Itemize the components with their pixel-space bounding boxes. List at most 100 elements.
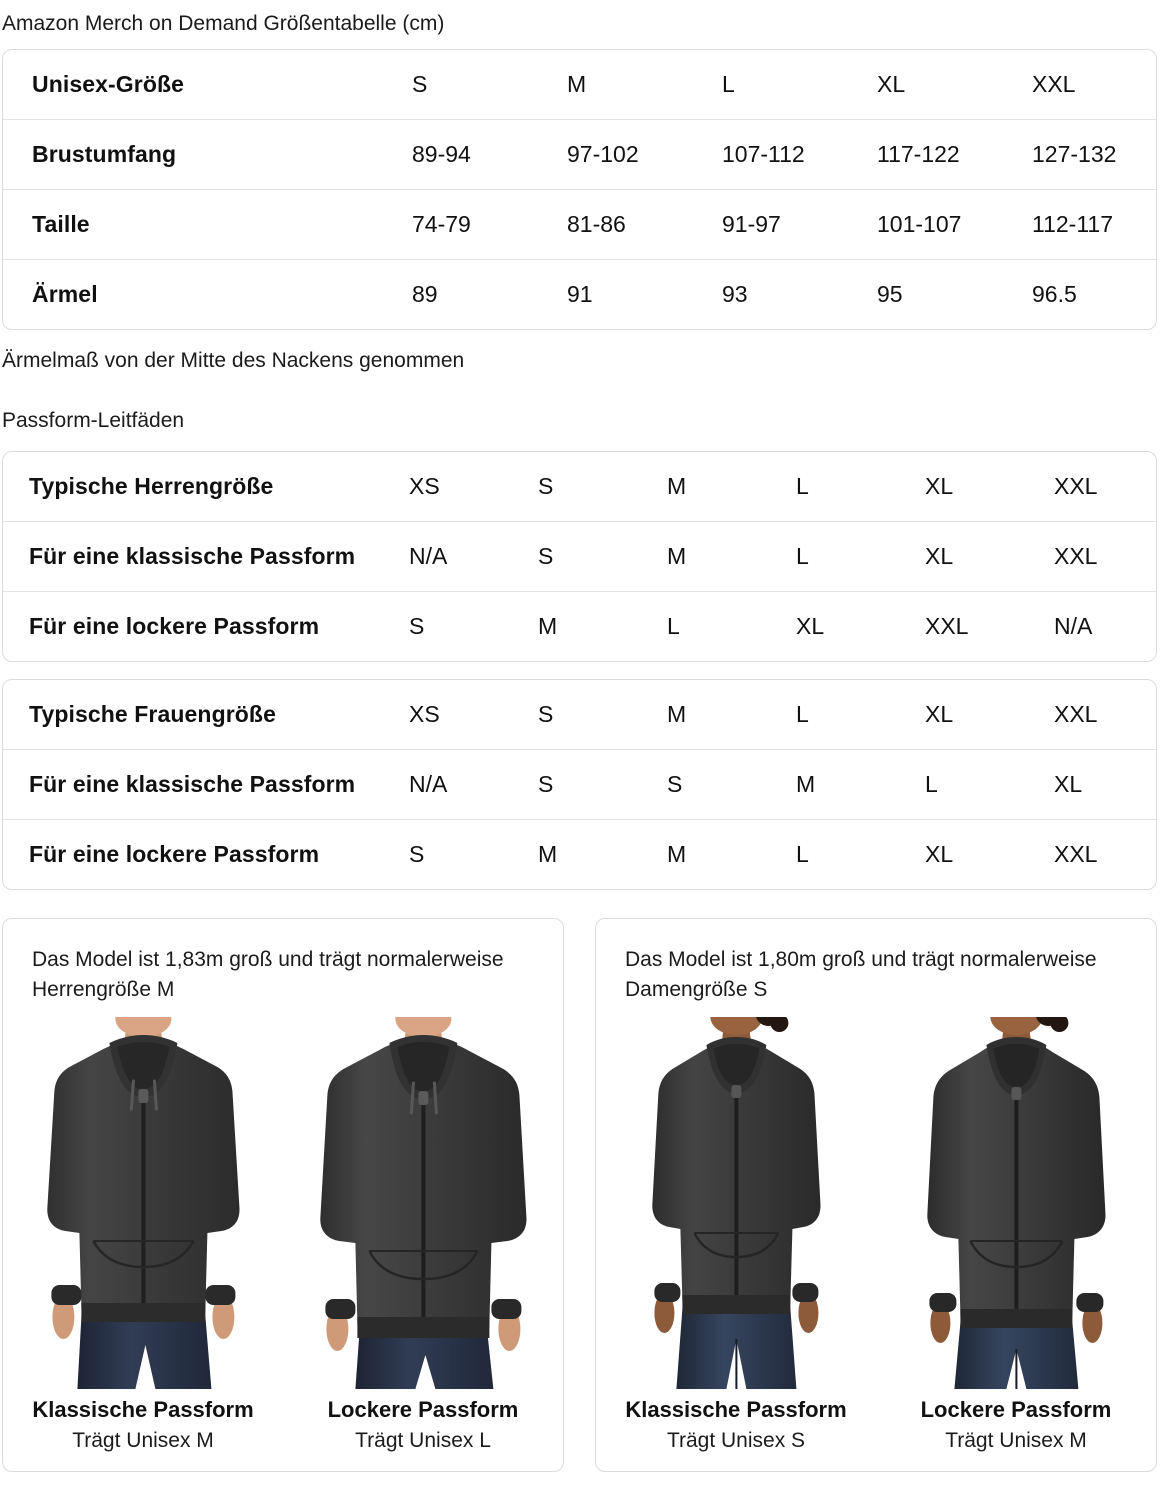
size-chart-page: Amazon Merch on Demand Größentabelle (cm… [0, 11, 1167, 1511]
cell-m0-2: M [667, 473, 687, 499]
cell-brustumfang-s: 89-94 [412, 119, 567, 190]
mens-fit-table: Typische Herrengröße XS S M L XL XXL Für… [2, 451, 1157, 662]
row-label-typische-herrengroesse: Typische Herrengröße [29, 473, 274, 499]
female-hoodie-classic-illustration [651, 1017, 821, 1389]
page-title: Amazon Merch on Demand Größentabelle (cm… [2, 12, 445, 35]
table-row: Typische Frauengröße XS S M L XL XXL [3, 680, 1156, 750]
cell-w2-0: S [409, 819, 538, 889]
model-card-male: Das Model ist 1,83m groß und trägt norma… [2, 918, 564, 1472]
cell-m0-1: S [538, 473, 554, 499]
cell-w1-0: N/A [409, 749, 538, 820]
cell-w1-4: L [925, 749, 1054, 820]
model-card-female: Das Model ist 1,80m groß und trägt norma… [595, 918, 1157, 1472]
unisex-size-table: Unisex-Größe S M L XL XXL Brustumfang 89… [2, 49, 1157, 330]
cell-m2-0: S [409, 591, 538, 661]
row-label-womens-klassische-passform: Für eine klassische Passform [3, 749, 409, 820]
figure-male-classic-fit [9, 1017, 278, 1389]
cell-w0-1: S [538, 701, 554, 727]
cell-w1-5: XL [1054, 749, 1156, 820]
cell-w2-2: M [667, 819, 796, 889]
figures-female [596, 1017, 1156, 1389]
cell-taille-m: 81-86 [567, 189, 722, 260]
female-hoodie-relaxed-illustration [926, 1017, 1106, 1389]
cell-m0-3: L [796, 473, 809, 499]
fit-label-male-classic: Klassische Passform Trägt Unisex M [3, 1395, 283, 1457]
cell-taille-s: 74-79 [412, 189, 567, 260]
cell-w2-5: XXL [1054, 819, 1156, 889]
row-label-mens-lockere-passform: Für eine lockere Passform [3, 591, 409, 661]
fit-sub-female-classic: Trägt Unisex S [666, 1429, 806, 1452]
row-label-mens-klassische-passform: Für eine klassische Passform [3, 521, 409, 592]
cell-w1-3: M [796, 749, 925, 820]
cell-w0-2: M [667, 701, 687, 727]
fit-title-female-classic: Klassische Passform [625, 1397, 847, 1422]
model-cards-row: Das Model ist 1,83m groß und trägt norma… [2, 918, 1157, 1472]
fit-sub-female-relaxed: Trägt Unisex M [945, 1429, 1087, 1452]
row-label-taille: Taille [3, 189, 412, 260]
cell-m2-5: N/A [1054, 591, 1156, 661]
table-row: Typische Herrengröße XS S M L XL XXL [3, 452, 1156, 522]
figure-male-relaxed-fit [289, 1017, 558, 1389]
cell-m0-4: XL [925, 473, 954, 499]
cell-w1-2: S [667, 749, 796, 820]
cell-brustumfang-l: 107-112 [722, 119, 877, 190]
fit-labels-male: Klassische Passform Trägt Unisex M Locke… [3, 1395, 563, 1457]
cell-aermel-l: 93 [722, 259, 877, 329]
cell-m1-5: XXL [1054, 521, 1156, 592]
cell-m2-1: M [538, 591, 667, 661]
cell-taille-xxl: 112-117 [1032, 189, 1156, 260]
model-caption-female: Das Model ist 1,80m groß und trägt norma… [625, 948, 1097, 1001]
table-row-header: Unisex-Größe S M L XL XXL [3, 50, 1156, 120]
cell-aermel-xxl: 96.5 [1032, 259, 1156, 329]
cell-w2-4: XL [925, 819, 1054, 889]
womens-fit-table: Typische Frauengröße XS S M L XL XXL Für… [2, 679, 1157, 890]
row-label-brustumfang: Brustumfang [3, 119, 412, 190]
cell-m1-2: M [667, 521, 796, 592]
fit-title-male-classic: Klassische Passform [32, 1397, 254, 1422]
cell-w1-1: S [538, 749, 667, 820]
male-hoodie-classic-illustration [46, 1017, 240, 1389]
cell-brustumfang-xl: 117-122 [877, 119, 1032, 190]
cell-m1-0: N/A [409, 521, 538, 592]
cell-aermel-m: 91 [567, 259, 722, 329]
figure-female-relaxed-fit [882, 1017, 1151, 1389]
cell-w0-3: L [796, 701, 809, 727]
cell-taille-l: 91-97 [722, 189, 877, 260]
cell-m1-3: L [796, 521, 925, 592]
cell-w0-5: XXL [1054, 701, 1098, 727]
fit-title-female-relaxed: Lockere Passform [920, 1397, 1112, 1422]
table-row: Für eine lockere Passform S M M L XL XXL [3, 819, 1156, 889]
cell-taille-xl: 101-107 [877, 189, 1032, 260]
cell-w0-0: XS [409, 701, 440, 727]
cell-m0-0: XS [409, 473, 440, 499]
cell-m1-1: S [538, 521, 667, 592]
figures-male [3, 1017, 563, 1389]
fit-labels-female: Klassische Passform Trägt Unisex S Locke… [596, 1395, 1156, 1457]
fit-sub-male-classic: Trägt Unisex M [72, 1429, 214, 1452]
row-label-aermel: Ärmel [3, 259, 412, 329]
table-row: Ärmel 89 91 93 95 96.5 [3, 259, 1156, 329]
size-table-col-xl: XL [877, 71, 906, 97]
cell-m0-5: XXL [1054, 473, 1098, 499]
table-row: Für eine klassische Passform N/A S S M L… [3, 749, 1156, 820]
fit-guide-heading: Passform-Leitfäden [2, 409, 185, 432]
cell-m2-2: L [667, 591, 796, 661]
fit-sub-male-relaxed: Trägt Unisex L [355, 1429, 491, 1452]
row-label-womens-lockere-passform: Für eine lockere Passform [3, 819, 409, 889]
table-row: Für eine lockere Passform S M L XL XXL N… [3, 591, 1156, 661]
size-table-col-l: L [722, 71, 735, 97]
fit-title-male-relaxed: Lockere Passform [327, 1397, 519, 1422]
cell-w2-3: L [796, 819, 925, 889]
table-row: Für eine klassische Passform N/A S M L X… [3, 521, 1156, 592]
male-hoodie-relaxed-illustration [319, 1017, 527, 1389]
table-row: Brustumfang 89-94 97-102 107-112 117-122… [3, 119, 1156, 190]
cell-w0-4: XL [925, 701, 954, 727]
fit-label-female-classic: Klassische Passform Trägt Unisex S [596, 1395, 876, 1457]
fit-label-female-relaxed: Lockere Passform Trägt Unisex M [876, 1395, 1156, 1457]
row-label-typische-frauengroesse: Typische Frauengröße [29, 701, 276, 727]
size-table-header-label: Unisex-Größe [32, 71, 185, 97]
cell-brustumfang-xxl: 127-132 [1032, 119, 1156, 190]
cell-m2-4: XXL [925, 591, 1054, 661]
size-table-col-m: M [567, 71, 587, 97]
cell-aermel-xl: 95 [877, 259, 1032, 329]
